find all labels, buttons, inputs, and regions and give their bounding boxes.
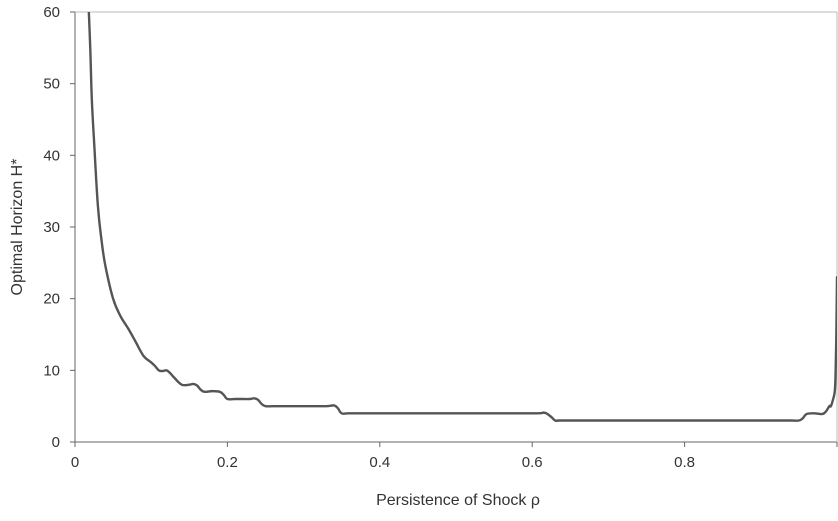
x-tick-label: 0.8 — [674, 454, 695, 471]
x-axis-label: Persistence of Shock ρ — [376, 492, 540, 509]
y-axis-label: Optimal Horizon H* — [9, 159, 26, 296]
x-tick-label: 0.2 — [217, 454, 238, 471]
axes — [70, 11, 838, 447]
y-tick-label: 0 — [52, 434, 60, 451]
series-line-0 — [87, 12, 837, 422]
y-tick-label: 20 — [43, 291, 60, 308]
y-tick-label: 50 — [43, 76, 60, 93]
x-tick-label: 0.6 — [522, 454, 543, 471]
y-tick-label: 60 — [43, 4, 60, 21]
y-tick-label: 30 — [43, 219, 60, 236]
tick-labels: 00.20.40.60.810102030405060 — [43, 4, 838, 471]
series-layer — [87, 12, 837, 422]
x-tick-label: 0.4 — [369, 454, 390, 471]
x-tick-label: 0 — [71, 454, 79, 471]
y-tick-label: 10 — [43, 362, 60, 379]
y-tick-label: 40 — [43, 147, 60, 164]
